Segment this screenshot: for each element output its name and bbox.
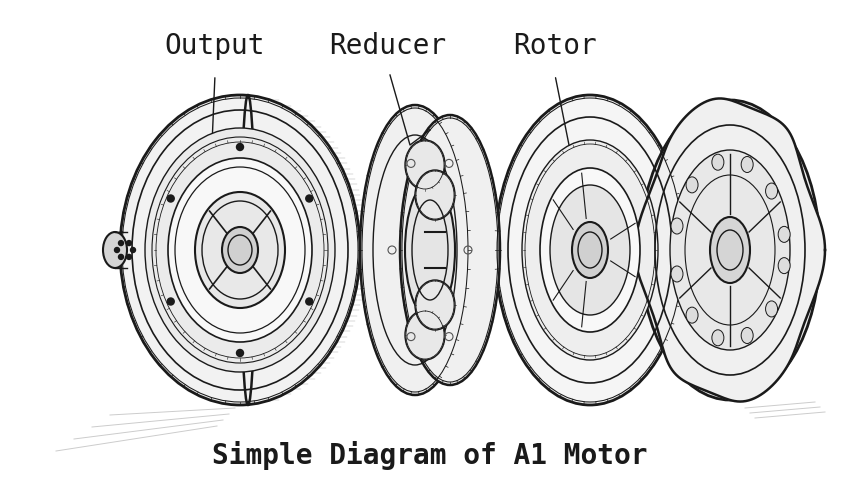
Circle shape [167,298,175,305]
Ellipse shape [415,170,455,220]
Ellipse shape [550,185,630,315]
Circle shape [306,298,313,305]
Circle shape [119,241,124,246]
Ellipse shape [415,280,455,330]
Circle shape [119,254,124,259]
Polygon shape [635,98,825,402]
Ellipse shape [103,232,127,268]
Ellipse shape [741,157,753,172]
Ellipse shape [765,301,777,317]
Circle shape [306,195,313,202]
Ellipse shape [360,105,470,395]
Ellipse shape [572,222,608,278]
Ellipse shape [405,310,445,360]
Ellipse shape [712,330,724,346]
Text: Simple Diagram of A1 Motor: Simple Diagram of A1 Motor [212,440,648,470]
Ellipse shape [145,128,335,372]
Ellipse shape [120,95,360,405]
Ellipse shape [400,115,500,385]
Ellipse shape [686,307,698,323]
Circle shape [126,241,132,246]
Ellipse shape [765,183,777,199]
Ellipse shape [522,140,658,360]
Text: Output: Output [165,32,265,60]
Ellipse shape [195,192,285,308]
Circle shape [126,254,132,259]
Text: Rotor: Rotor [513,32,597,60]
Ellipse shape [712,154,724,170]
Circle shape [237,144,243,151]
Circle shape [167,195,175,202]
Ellipse shape [405,182,455,318]
Ellipse shape [778,226,790,243]
Text: Reducer: Reducer [329,32,446,60]
Circle shape [237,349,243,356]
Circle shape [131,248,136,252]
Ellipse shape [640,100,820,400]
Ellipse shape [710,217,750,283]
Circle shape [114,248,120,252]
Ellipse shape [495,95,685,405]
Ellipse shape [741,328,753,343]
Ellipse shape [168,158,312,342]
Ellipse shape [540,168,640,332]
Ellipse shape [686,177,698,193]
Ellipse shape [222,227,258,273]
Ellipse shape [778,257,790,274]
Ellipse shape [671,266,683,282]
Ellipse shape [670,150,790,350]
Ellipse shape [671,218,683,234]
Ellipse shape [405,140,445,190]
